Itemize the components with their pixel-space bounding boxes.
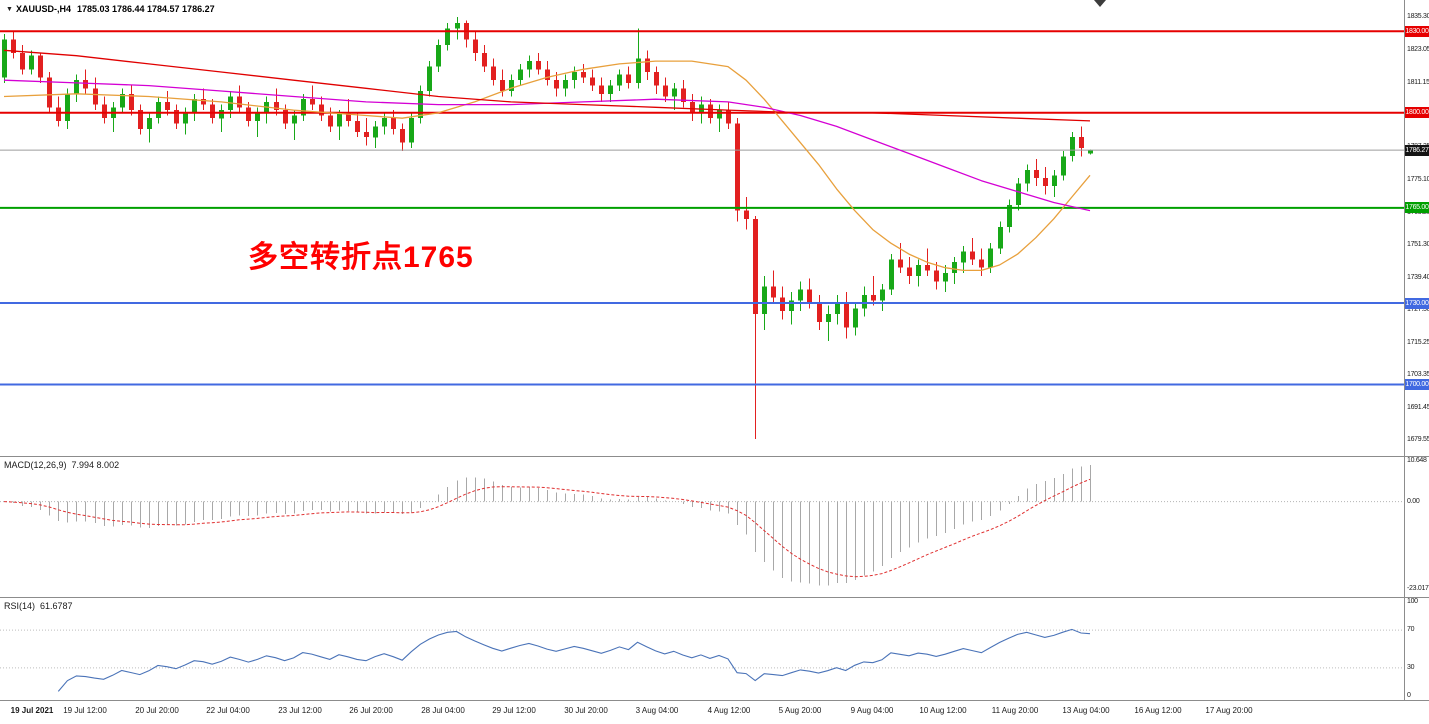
main-chart-canvas: [0, 0, 1404, 439]
panel-separator[interactable]: [0, 456, 1429, 457]
macd-tick: 10.648: [1407, 457, 1427, 465]
price-badge-1830.00: 1830.00: [1405, 25, 1429, 37]
chart-shift-marker[interactable]: [1094, 0, 1106, 7]
rsi-tick: 0: [1407, 692, 1411, 700]
main-chart-panel[interactable]: ▼ XAUUSD-,H4 1785.03 1786.44 1784.57 1786.…: [0, 0, 1404, 456]
price-tick: 1703.35: [1407, 371, 1429, 379]
price-tick: 1835.30: [1407, 12, 1429, 20]
macd-indicator-panel[interactable]: MACD(12,26,9) 7.994 8.002: [0, 457, 1404, 597]
time-label: 20 Jul 20:00: [135, 706, 179, 715]
time-label: 19 Jul 2021: [10, 706, 54, 715]
rsi-name: RSI(14): [4, 601, 36, 611]
time-label: 4 Aug 12:00: [707, 706, 751, 715]
symbol-period-label: XAUUSD-,H4: [15, 4, 71, 14]
time-label: 30 Jul 20:00: [564, 706, 608, 715]
rsi-axis[interactable]: 100 70 30 0: [1405, 598, 1429, 700]
price-tick: 1811.15: [1407, 78, 1429, 86]
time-label: 29 Jul 12:00: [492, 706, 536, 715]
macd-signal-line: [3, 478, 1091, 578]
macd-tick: 0.00: [1407, 497, 1420, 505]
price-tick: 1751.30: [1407, 241, 1429, 249]
price-tick: 1691.45: [1407, 403, 1429, 411]
price-tick: 1739.40: [1407, 273, 1429, 281]
ma-magenta: [3, 79, 1091, 212]
price-axis[interactable]: 1835.301823.051811.151799.251787.351775.…: [1405, 0, 1429, 456]
time-label: 19 Jul 12:00: [63, 706, 107, 715]
macd-histogram: [13, 465, 1091, 586]
time-label: 11 Aug 20:00: [991, 706, 1039, 715]
time-label: 22 Jul 04:00: [206, 706, 250, 715]
price-tick: 1679.55: [1407, 436, 1429, 444]
macd-canvas: [0, 465, 1404, 586]
rsi-line: [57, 628, 1091, 692]
time-label: 9 Aug 04:00: [850, 706, 894, 715]
macd-axis[interactable]: 10.648 0.00 -23.017: [1405, 457, 1429, 597]
macd-values: 7.994 8.002: [71, 460, 120, 470]
price-tick: 1715.25: [1407, 339, 1429, 347]
time-label: 13 Aug 04:00: [1062, 706, 1110, 715]
price-badge-1730.00: 1730.00: [1405, 297, 1429, 309]
time-label: 23 Jul 12:00: [278, 706, 322, 715]
ohlc-quote: 1785.03 1786.44 1784.57 1786.27: [76, 4, 215, 14]
time-label: 10 Aug 12:00: [919, 706, 967, 715]
ma-red: [3, 49, 1091, 122]
time-label: 28 Jul 04:00: [421, 706, 465, 715]
ma-orange: [3, 60, 1091, 272]
rsi-tick: 30: [1407, 663, 1415, 671]
annotation-text[interactable]: 多空转折点1765: [248, 241, 474, 274]
rsi-tick: 70: [1407, 626, 1415, 634]
panel-separator: [0, 700, 1429, 701]
current-price-badge: 1786.27: [1405, 144, 1429, 156]
price-badge-1800.00: 1800.00: [1405, 107, 1429, 119]
panel-separator[interactable]: [0, 597, 1429, 598]
time-label: 3 Aug 04:00: [635, 706, 679, 715]
macd-name: MACD(12,26,9): [4, 460, 67, 470]
rsi-value: 61.6787: [40, 601, 73, 611]
time-label: 5 Aug 20:00: [778, 706, 822, 715]
rsi-canvas: [0, 628, 1404, 692]
axis-separator: [1404, 0, 1405, 700]
macd-tick: -23.017: [1407, 584, 1429, 592]
time-label: 16 Aug 12:00: [1134, 706, 1182, 715]
price-badge-1700.00: 1700.00: [1405, 379, 1429, 390]
symbol-info: ▼ XAUUSD-,H4 1785.03 1786.44 1784.57 1786.…: [6, 4, 215, 14]
rsi-indicator-panel[interactable]: RSI(14) 61.6787: [0, 598, 1404, 700]
price-tick: 1823.05: [1407, 46, 1429, 54]
price-badge-1765.00: 1765.00: [1405, 202, 1429, 214]
time-label: 26 Jul 20:00: [349, 706, 393, 715]
candles-layer: [2, 16, 1093, 439]
time-label: 17 Aug 20:00: [1205, 706, 1253, 715]
rsi-label: RSI(14) 61.6787: [4, 601, 73, 611]
rsi-tick: 100: [1407, 598, 1418, 605]
time-axis[interactable]: 19 Jul 2021 19 Jul 12:00 20 Jul 20:00 22 Ju…: [0, 701, 1429, 724]
chart-dropdown-icon[interactable]: ▼: [6, 6, 13, 13]
price-tick: 1775.10: [1407, 176, 1429, 184]
macd-label: MACD(12,26,9) 7.994 8.002: [4, 460, 119, 470]
price-tick: 1727.50: [1407, 305, 1429, 313]
